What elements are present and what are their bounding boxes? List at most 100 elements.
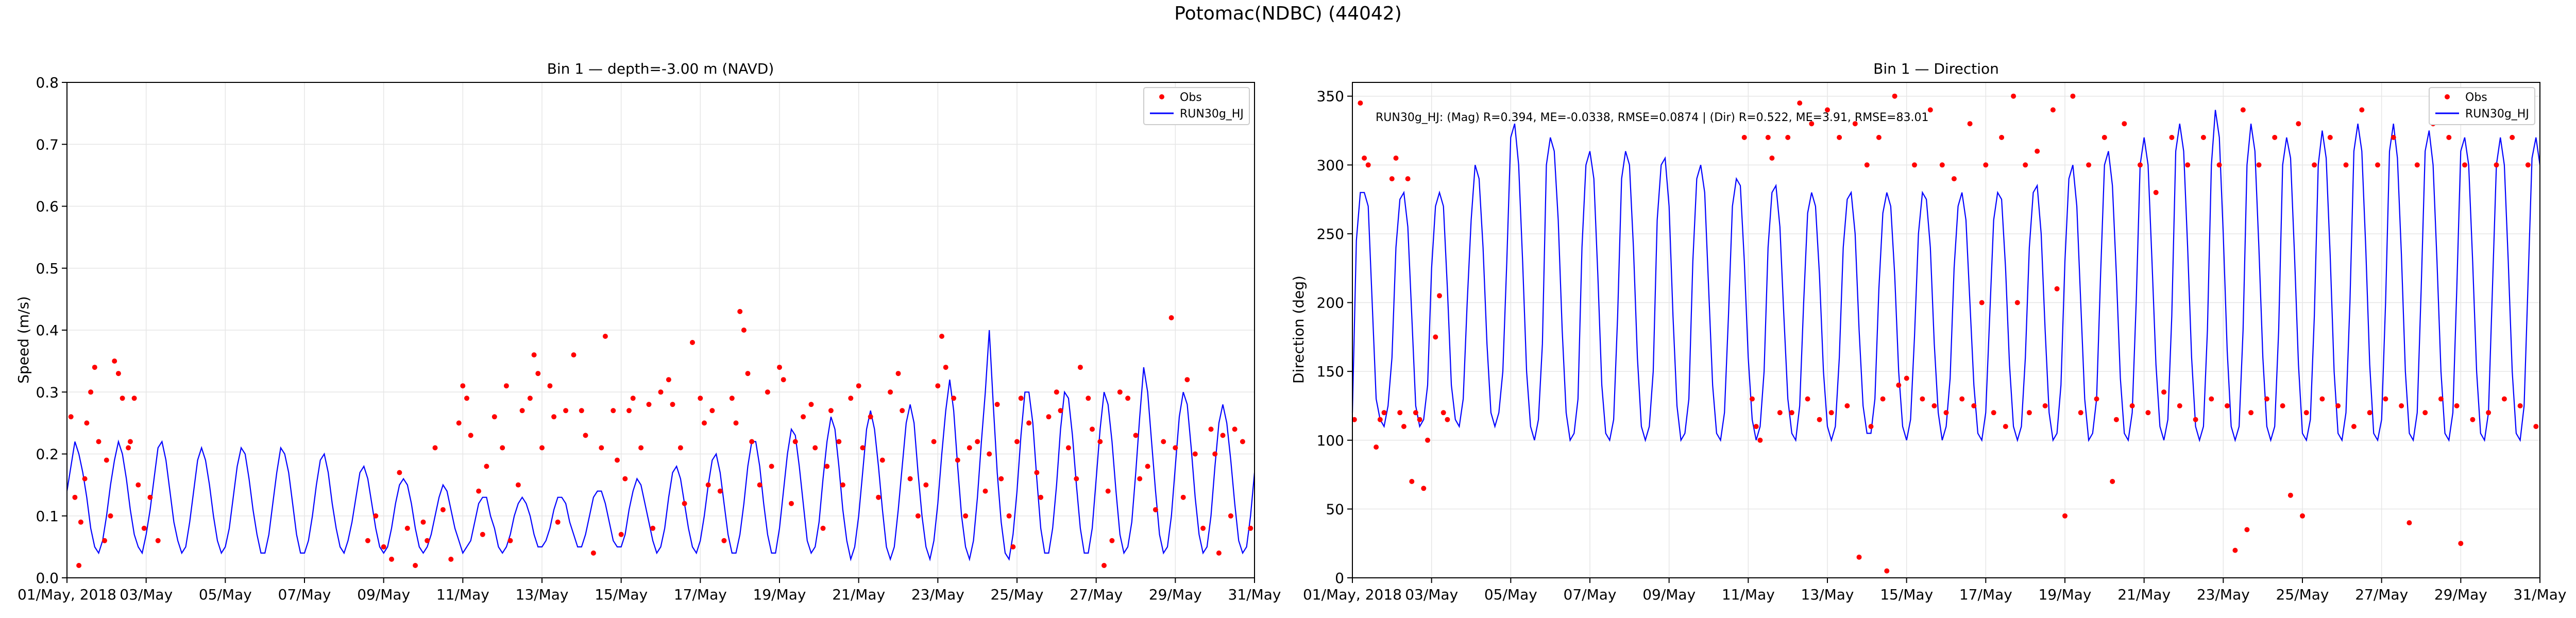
obs-point [492, 414, 497, 420]
y-tick-label: 150 [1317, 363, 1344, 380]
obs-point [1927, 107, 1933, 113]
obs-point [777, 365, 782, 370]
obs-point [1805, 396, 1810, 402]
obs-point [460, 383, 466, 389]
obs-point [2312, 162, 2317, 168]
obs-point [1797, 100, 1803, 106]
obs-point [2300, 513, 2305, 519]
obs-point [2462, 162, 2467, 168]
obs-point [2446, 134, 2452, 140]
y-tick-label: 250 [1317, 226, 1344, 243]
x-tick-label: 15/May [595, 586, 648, 603]
direction-stats-annotation: RUN30g_HJ: (Mag) R=0.394, ME=-0.0338, RM… [1376, 111, 1928, 124]
x-tick-label: 25/May [2276, 586, 2329, 603]
obs-point [448, 556, 454, 562]
obs-point [1951, 176, 1957, 182]
obs-point [1161, 439, 1166, 444]
x-tick-label: 01/May, 2018 [1303, 586, 1402, 603]
obs-point [1101, 563, 1107, 568]
model-line [66, 330, 1256, 562]
obs-point [923, 482, 929, 488]
obs-point [1912, 162, 1917, 168]
obs-point [1817, 417, 1822, 422]
y-tick-label: 300 [1317, 157, 1344, 174]
y-tick-label: 50 [1326, 501, 1344, 518]
y-tick-label: 0.1 [36, 508, 59, 525]
obs-point [579, 408, 584, 414]
obs-point [1789, 410, 1794, 416]
y-tick-label: 0.0 [36, 570, 59, 587]
obs-point [2414, 162, 2420, 168]
obs-point [602, 334, 608, 339]
obs-point [96, 439, 101, 444]
obs-point [599, 445, 604, 451]
speed-legend-model-label: RUN30g_HJ [1180, 108, 1244, 121]
x-tick-label: 27/May [2355, 586, 2408, 603]
obs-point [425, 538, 430, 543]
obs-point [666, 377, 671, 383]
direction-y-axis-label: Direction (deg) [1290, 276, 1307, 384]
obs-point [519, 408, 525, 414]
obs-point [2042, 403, 2048, 408]
obs-point [1212, 451, 1218, 457]
obs-point [88, 389, 94, 395]
obs-point [2510, 134, 2515, 140]
obs-point [2327, 134, 2333, 140]
obs-point [1046, 414, 1052, 420]
obs-point [1077, 365, 1083, 370]
obs-point [2244, 527, 2250, 533]
obs-point [78, 519, 83, 525]
obs-point [1991, 410, 1996, 416]
x-tick-label: 19/May [2039, 586, 2092, 603]
obs-point [677, 445, 683, 451]
obs-point [2248, 410, 2254, 416]
obs-point [440, 507, 446, 512]
obs-point [622, 476, 628, 482]
obs-point [531, 352, 537, 358]
obs-point [484, 464, 489, 469]
obs-point [741, 328, 747, 333]
obs-point [2169, 134, 2175, 140]
obs-point [2062, 513, 2067, 519]
obs-point [1757, 437, 1763, 443]
obs-point [670, 402, 675, 407]
obs-point [1777, 410, 1783, 416]
obs-point [1828, 410, 1834, 416]
obs-point [2438, 396, 2444, 402]
obs-point [1750, 396, 1755, 402]
obs-point [943, 365, 948, 370]
obs-point [626, 408, 632, 414]
x-tick-label: 31/May [2514, 586, 2567, 603]
obs-point [1401, 424, 1406, 430]
obs-point [464, 396, 469, 401]
y-tick-label: 0 [1335, 570, 1344, 587]
obs-point [1844, 403, 1850, 408]
x-tick-label: 25/May [991, 586, 1044, 603]
obs-point [709, 408, 715, 414]
obs-point [1173, 445, 1178, 451]
obs-point [1983, 162, 1989, 168]
obs-point [1034, 470, 1040, 475]
obs-point [721, 538, 727, 543]
obs-point [1445, 417, 1450, 422]
obs-point [590, 550, 596, 556]
x-tick-label: 19/May [753, 586, 806, 603]
obs-point [413, 563, 418, 568]
obs-point [476, 488, 482, 494]
obs-point [789, 501, 794, 506]
speed-panel-title: Bin 1 — depth=-3.00 m (NAVD) [547, 60, 774, 77]
model-line [1351, 110, 2541, 442]
obs-point [1741, 134, 1747, 140]
obs-point [555, 519, 561, 525]
obs-point [1864, 162, 1870, 168]
obs-point [2003, 424, 2008, 430]
obs-point [2145, 410, 2151, 416]
speed-model-series [66, 330, 1256, 562]
obs-point [1837, 134, 1842, 140]
obs-point [131, 396, 137, 401]
obs-point [1765, 134, 1771, 140]
obs-point [1105, 488, 1111, 494]
obs-point [967, 445, 972, 451]
obs-point [860, 445, 866, 451]
obs-point [2359, 107, 2365, 113]
